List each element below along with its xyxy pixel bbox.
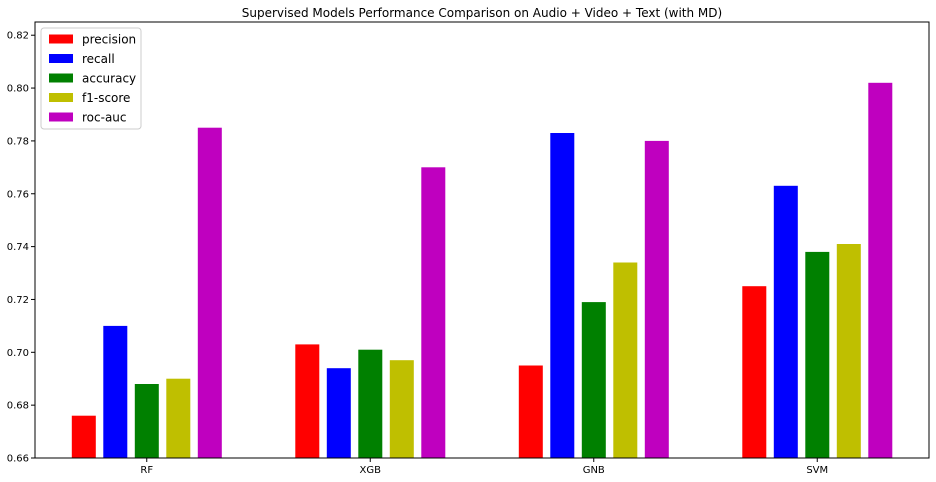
y-tick-label: 0.68 bbox=[7, 401, 29, 412]
bar-accuracy-svm bbox=[805, 251, 830, 458]
y-tick-label: 0.80 bbox=[7, 84, 29, 95]
x-tick-label: SVM bbox=[806, 465, 828, 476]
legend: precision recall accuracy f1-score roc-auc bbox=[40, 27, 142, 130]
bar-accuracy-xgb bbox=[358, 349, 383, 458]
legend-label-f1-score: f1-score bbox=[82, 91, 130, 105]
legend-label-roc-auc: roc-auc bbox=[82, 111, 127, 125]
bar-roc-auc-rf bbox=[197, 127, 222, 458]
chart-title: Supervised Models Performance Comparison… bbox=[242, 6, 722, 20]
y-tick-label: 0.76 bbox=[7, 189, 29, 200]
legend-swatch-precision bbox=[49, 34, 73, 44]
bar-recall-gnb bbox=[550, 133, 575, 458]
bar-recall-rf bbox=[103, 325, 128, 458]
legend-label-precision: precision bbox=[82, 33, 136, 47]
y-tick-label: 0.82 bbox=[7, 31, 29, 42]
bar-recall-svm bbox=[773, 185, 798, 459]
bar-roc-auc-svm bbox=[868, 82, 893, 459]
legend-label-accuracy: accuracy bbox=[82, 72, 136, 86]
bar-f1-score-svm bbox=[836, 244, 861, 458]
legend-swatch-roc-auc bbox=[49, 112, 73, 122]
bar-accuracy-rf bbox=[134, 384, 159, 458]
y-tick-label: 0.74 bbox=[7, 242, 29, 253]
x-tick-label: GNB bbox=[583, 465, 605, 476]
axes-frame bbox=[34, 21, 930, 459]
bar-roc-auc-xgb bbox=[421, 167, 446, 459]
bar-precision-gnb bbox=[518, 365, 543, 458]
bar-recall-xgb bbox=[326, 368, 351, 458]
x-tick-label: RF bbox=[140, 465, 153, 476]
legend-box bbox=[40, 27, 142, 130]
bar-accuracy-gnb bbox=[581, 302, 606, 458]
y-tick-label: 0.72 bbox=[7, 295, 29, 306]
legend-label-recall: recall bbox=[82, 52, 115, 66]
legend-swatch-accuracy bbox=[49, 73, 73, 83]
legend-swatch-f1-score bbox=[49, 93, 73, 102]
bar-roc-auc-gnb bbox=[644, 140, 669, 458]
y-tick-label: 0.78 bbox=[7, 136, 29, 147]
y-tick-label: 0.66 bbox=[7, 454, 29, 465]
bar-precision-svm bbox=[742, 286, 767, 458]
bar-f1-score-xgb bbox=[389, 360, 414, 458]
bar-precision-rf bbox=[71, 415, 96, 458]
plot-area: 0.66 0.68 0.70 0.72 0.74 0.76 0.78 0.80 0.82 RF XG… bbox=[7, 21, 930, 476]
bar-f1-score-rf bbox=[166, 378, 191, 458]
bar-f1-score-gnb bbox=[613, 262, 638, 458]
x-tick-label: XGB bbox=[360, 465, 382, 476]
y-tick-label: 0.70 bbox=[7, 348, 29, 359]
legend-swatch-recall bbox=[49, 54, 73, 63]
bar-precision-xgb bbox=[295, 344, 320, 458]
